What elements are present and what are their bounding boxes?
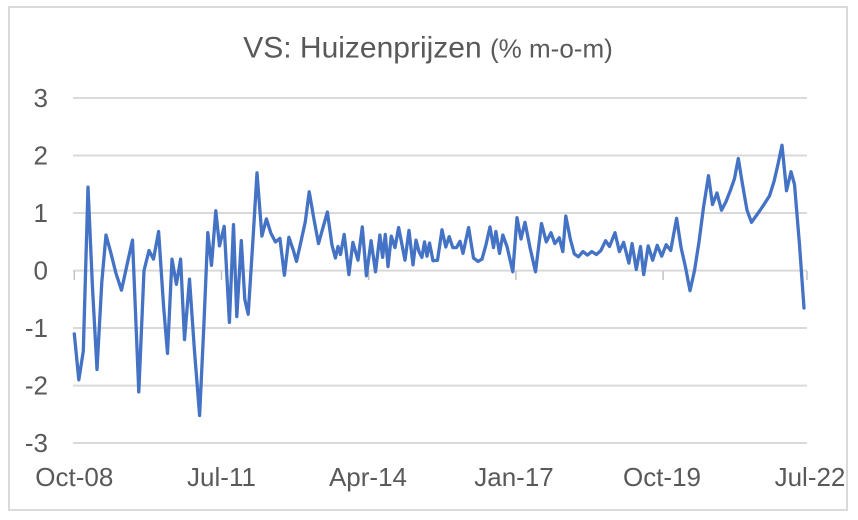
svg-text:3: 3 — [34, 83, 48, 113]
svg-text:1: 1 — [34, 198, 48, 228]
svg-text:Oct-08: Oct-08 — [35, 462, 113, 492]
svg-text:-3: -3 — [25, 428, 48, 458]
svg-text:Jul-11: Jul-11 — [187, 462, 256, 492]
svg-text:Oct-19: Oct-19 — [623, 462, 701, 492]
svg-text:-1: -1 — [25, 313, 48, 343]
svg-text:2: 2 — [34, 141, 48, 171]
svg-text:-2: -2 — [25, 371, 48, 401]
svg-text:Jul-22: Jul-22 — [775, 462, 846, 492]
svg-text:0: 0 — [34, 256, 48, 286]
svg-text:VS: Huizenprijzen (% m-o-m): VS: Huizenprijzen (% m-o-m) — [243, 32, 613, 65]
svg-text:Apr-14: Apr-14 — [329, 462, 407, 492]
svg-text:Jan-17: Jan-17 — [474, 462, 554, 492]
